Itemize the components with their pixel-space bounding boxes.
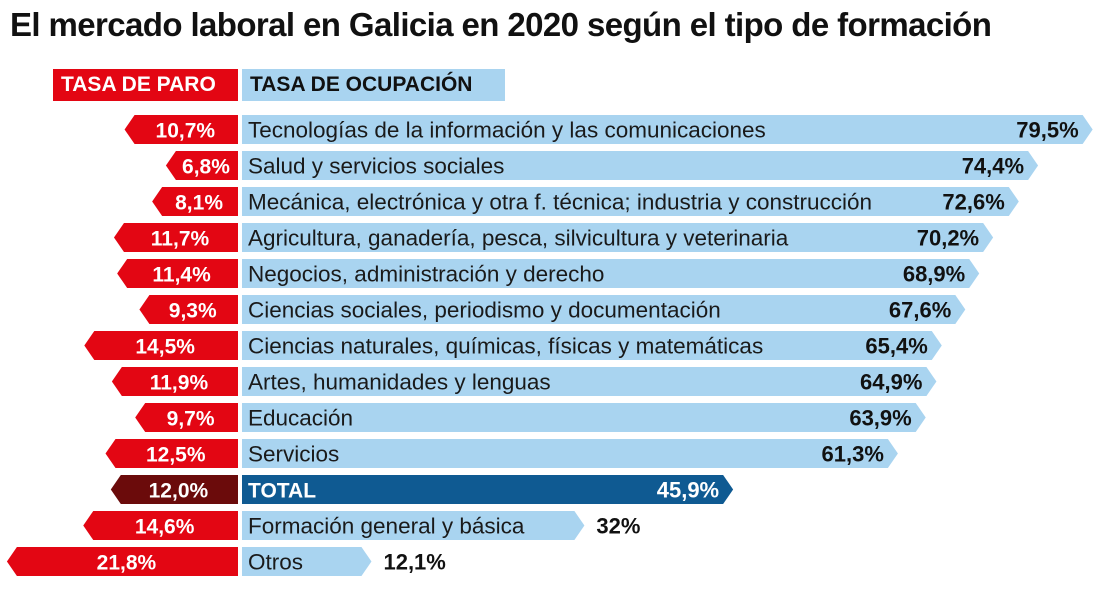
ocupacion-value-label: 45,9% [657,478,719,503]
paro-value-label: 21,8% [97,552,157,575]
paro-bar [83,511,239,540]
paro-bar [110,475,238,504]
paro-bar [113,223,238,252]
category-label: TOTAL [248,480,316,503]
header-tasa-de-ocupacion: TASA DE OCUPACIÓN [242,69,505,101]
paro-value-label: 11,4% [152,264,211,287]
category-label: Formación general y básica [248,514,525,539]
paro-value-label: 14,5% [135,336,195,359]
category-label: Otros [248,550,303,575]
paro-value-label: 12,5% [146,444,206,467]
ocupacion-bar [242,511,585,540]
paro-value-label: 8,1% [175,192,223,215]
paro-value-label: 6,8% [182,156,230,179]
ocupacion-bar [242,547,372,576]
category-label: Negocios, administración y derecho [248,262,604,287]
paro-bar [135,403,238,432]
ocupacion-bar [242,115,1093,144]
paro-value-label: 10,7% [156,120,216,143]
ocupacion-value-label: 61,3% [822,442,884,467]
ocupacion-value-label: 64,9% [860,370,922,395]
ocupacion-value-label: 63,9% [849,406,911,431]
paro-bar [6,547,239,576]
category-label: Ciencias naturales, químicas, físicas y … [248,334,763,359]
category-label: Servicios [248,442,339,467]
ocupacion-bar [242,259,980,288]
ocupacion-bar [242,223,994,252]
paro-value-label: 9,7% [167,408,215,431]
category-label: Mecánica, electrónica y otra f. técnica;… [248,190,872,215]
ocupacion-bar [242,331,942,360]
paro-value-label: 11,7% [151,228,210,251]
category-label: Agricultura, ganadería, pesca, silvicult… [248,226,789,251]
category-label: Salud y servicios sociales [248,154,504,179]
paro-bar [105,439,238,468]
paro-bar [139,295,238,324]
ocupacion-value-label: 67,6% [889,298,951,323]
ocupacion-bar [242,403,926,432]
ocupacion-value-label: 79,5% [1016,118,1078,143]
ocupacion-bar [242,187,1019,216]
category-label: Tecnologías de la información y las comu… [248,118,766,143]
paro-bar [152,187,238,216]
ocupacion-value-label: 65,4% [865,334,927,359]
paro-value-label: 9,3% [169,300,217,323]
category-label: Artes, humanidades y lenguas [248,370,551,395]
ocupacion-value-label: 32% [596,514,640,539]
paro-value-label: 14,6% [135,516,195,539]
paro-bar [111,367,238,396]
chart-title: El mercado laboral en Galicia en 2020 se… [10,6,992,43]
paro-bar [124,115,238,144]
paro-bar [165,151,238,180]
ocupacion-bar [242,439,898,468]
paro-value-label: 11,9% [150,372,209,395]
paro-bar [84,331,238,360]
ocupacion-bar [242,367,937,396]
ocupacion-value-label: 70,2% [917,226,979,251]
ocupacion-bar [242,475,734,504]
ocupacion-value-label: 72,6% [942,190,1004,215]
category-label: Educación [248,406,353,431]
paro-bar [117,259,238,288]
ocupacion-value-label: 68,9% [903,262,965,287]
category-label: Ciencias sociales, periodismo y document… [248,298,721,323]
ocupacion-value-label: 74,4% [962,154,1024,179]
paro-value-label: 12,0% [149,480,209,503]
header-tasa-de-paro: TASA DE PARO [53,69,238,101]
ocupacion-bar [242,295,966,324]
ocupacion-bar [242,151,1039,180]
ocupacion-value-label: 12,1% [383,550,445,575]
